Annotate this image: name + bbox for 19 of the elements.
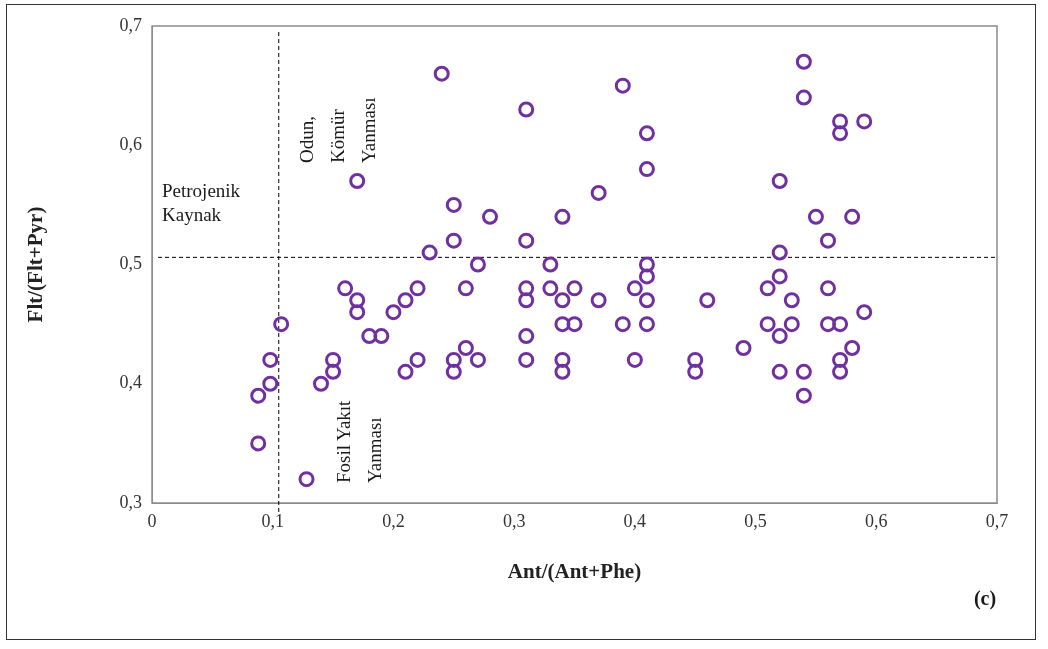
y-tick-label: 0,6: [119, 133, 142, 154]
y-tick-label: 0,4: [119, 372, 142, 393]
x-tick-label: 0,2: [382, 510, 405, 531]
x-axis-title: Ant/(Ant+Phe): [507, 558, 642, 583]
y-tick-label: 0,5: [119, 253, 142, 274]
x-tick-label: 0,6: [865, 510, 888, 531]
x-tick-label: 0: [147, 510, 157, 531]
x-tick-label: 0,1: [261, 510, 284, 531]
x-tick-label: 0,3: [502, 510, 526, 531]
annotation: Fosil Yakıt Yanması: [332, 399, 385, 483]
annotation: Petrojenik Kaynak: [162, 179, 241, 225]
x-tick-label: 0,7: [985, 510, 1009, 531]
y-tick-label: 0,7: [119, 14, 142, 35]
x-tick-label: 0,5: [744, 510, 767, 531]
annotation: Odun, Kömür Yanması: [295, 97, 379, 163]
text: (c): [973, 587, 997, 611]
x-tick-label: 0,4: [623, 510, 647, 531]
y-tick-label: 0,3: [119, 491, 142, 512]
y-axis-title: Flt/(Flt+Pyr): [23, 206, 48, 323]
